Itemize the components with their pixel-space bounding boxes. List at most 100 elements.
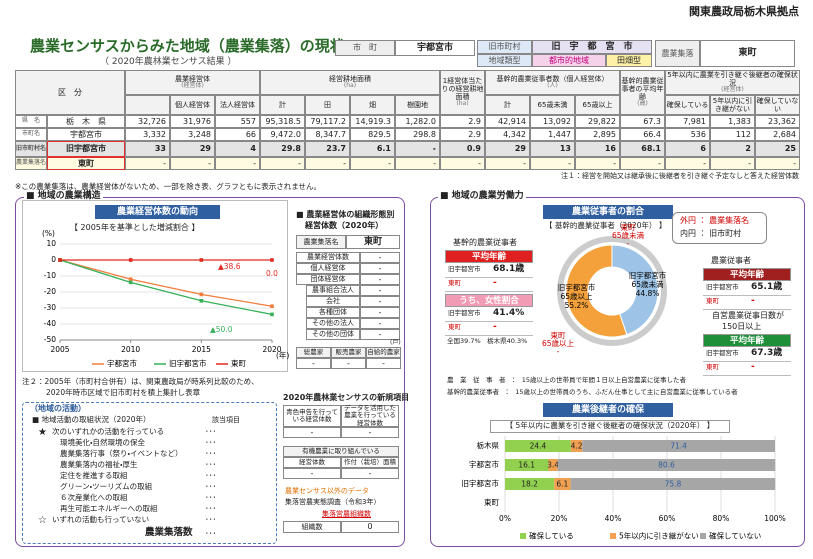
legend-label: 5年以内に引き継がない xyxy=(619,531,699,541)
table-value: 4 xyxy=(215,141,260,157)
table-value: 23,362 xyxy=(755,115,800,128)
category-label: 旧宇都宮市 xyxy=(462,478,500,488)
sub-header: 65歳以上 xyxy=(575,95,620,115)
item-mark: ☆ xyxy=(38,515,47,526)
box-row-value: - xyxy=(751,362,755,372)
sub-header: 計 xyxy=(260,95,305,115)
activity-frame xyxy=(22,402,277,544)
value-label: 18.2 xyxy=(521,480,538,489)
legend-label: 確保していない xyxy=(709,531,761,541)
row-kind: 旧市町村名 xyxy=(15,141,47,157)
legend-swatch xyxy=(520,533,526,539)
table-value: 557 xyxy=(215,115,260,128)
table-value: 33 xyxy=(125,141,170,157)
outer-category: 65歳未満 xyxy=(612,230,645,240)
info-label: 旧市町村 xyxy=(477,40,532,54)
table-title: 経営体数（2020年） xyxy=(305,221,384,230)
table-label: 青色申告を行っている経営体数 xyxy=(283,405,341,427)
item-label: 次のいずれかの活動を行っている xyxy=(52,427,165,436)
table-value: 2 xyxy=(710,141,755,157)
table-value: 67.3 xyxy=(620,115,665,128)
box-row-value: 67.3歳 xyxy=(751,348,783,358)
group-header: 基幹的農業従事者数（個人経営体） (人) xyxy=(485,70,620,95)
table-value: - xyxy=(360,318,400,329)
table-value: - xyxy=(125,157,170,170)
y-tick-label: -50 xyxy=(44,335,56,344)
item-value: ･･･ xyxy=(205,449,217,458)
segment-category: 65歳以上 xyxy=(560,291,593,301)
table-value: 23.7 xyxy=(305,141,350,157)
value-label: 6.1 xyxy=(556,480,568,489)
table-value: - xyxy=(360,329,400,340)
chart-frame xyxy=(22,200,288,372)
table-label: 経営体数 xyxy=(283,457,341,468)
box-row-label: 東町 xyxy=(448,279,461,287)
panel-title: ■ 地域の農業労働力 xyxy=(438,191,526,202)
table-value: 32,726 xyxy=(125,115,170,128)
sub-header: 樹園地 xyxy=(395,95,440,115)
value-label: 16.1 xyxy=(518,461,535,470)
table-value: - xyxy=(485,157,530,170)
box-row-line xyxy=(445,277,533,278)
point xyxy=(199,299,204,303)
subtitle: （ 2020年農林業センサス結果 ） xyxy=(100,57,237,67)
column-label: 該当項目 xyxy=(212,416,240,424)
table-value: - xyxy=(341,468,399,479)
table-value: 66 xyxy=(215,128,260,141)
item-value: ･･･ xyxy=(205,471,217,480)
y-axis-label: (%) xyxy=(42,229,55,238)
item-label: ６次産業化への取組 xyxy=(60,493,128,502)
annotation: ▲50.0 xyxy=(210,325,233,334)
sub-header: 法人経営体 xyxy=(215,95,260,115)
table-value: 8,347.7 xyxy=(305,128,350,141)
point xyxy=(270,312,274,317)
sub-header: 65歳未満 xyxy=(530,95,575,115)
table-label: 団体経営体 xyxy=(296,274,360,285)
box-row-label: 旧宇都宮市 xyxy=(448,309,481,317)
annotation: ▲38.6 xyxy=(218,262,241,271)
box-row-value: - xyxy=(751,296,755,306)
bar-segment xyxy=(505,440,571,452)
sub-header: 確保している xyxy=(665,95,710,115)
table-value: 3,248 xyxy=(170,128,215,141)
row-name: 東町 xyxy=(47,157,125,170)
table-value: 2,895 xyxy=(575,128,620,141)
table-value: - xyxy=(305,157,350,170)
legend-label: 旧宇都宮市 xyxy=(169,358,207,368)
outer-series: 東町 xyxy=(621,222,636,232)
box-row-line xyxy=(445,335,533,336)
value-label: 80.6 xyxy=(658,461,675,470)
table-value: 9,472.0 xyxy=(260,128,305,141)
row-kind: 市町名 xyxy=(15,128,47,141)
table-value: - xyxy=(440,157,485,170)
value-label: 24.4 xyxy=(530,442,547,451)
x-tick-label: 20% xyxy=(551,514,568,523)
title: 農業センサスからみた地域（農業集落）の現状 xyxy=(30,37,345,55)
total-value: ･･･ xyxy=(205,529,217,538)
value-label: 4.2 xyxy=(571,442,583,451)
table-value: - xyxy=(395,141,440,157)
group-unit: (人) xyxy=(547,82,558,90)
sub-header: 5年以内に引き継がない xyxy=(710,95,755,115)
row-name: 旧宇都宮市 xyxy=(47,141,125,157)
table-label: 作付（栽培）面積 xyxy=(341,457,399,468)
table-value: 29 xyxy=(170,141,215,157)
group-header: 5年以内に農業を引き継ぐ後継者の確保状況 (経営体) xyxy=(665,70,800,95)
item-label: 農業集落行事（祭り・イベントなど） xyxy=(60,449,183,458)
box-title: 農業従事者 xyxy=(711,256,751,265)
point xyxy=(128,258,133,262)
info-value: 東町 xyxy=(700,40,795,67)
group-label: 基幹的農業従事者数（個人経営体） xyxy=(496,75,609,84)
table-value: 14,919.3 xyxy=(350,115,395,128)
legend-label: 確保している xyxy=(529,531,574,541)
table-value: - xyxy=(260,157,305,170)
info-label: 地域類型 xyxy=(477,54,532,67)
table-value: - xyxy=(366,358,401,369)
table-value: 29 xyxy=(485,141,530,157)
banner: 農業後継者の確保 xyxy=(543,403,673,417)
table-value: - xyxy=(215,157,260,170)
group-label: 農業経営体 xyxy=(175,75,210,84)
table-title: 2020年農林業センサスの新規項目 xyxy=(283,393,410,402)
point xyxy=(128,277,133,281)
group-label: 1経営体当たりの経営耕地面積 xyxy=(441,76,484,102)
